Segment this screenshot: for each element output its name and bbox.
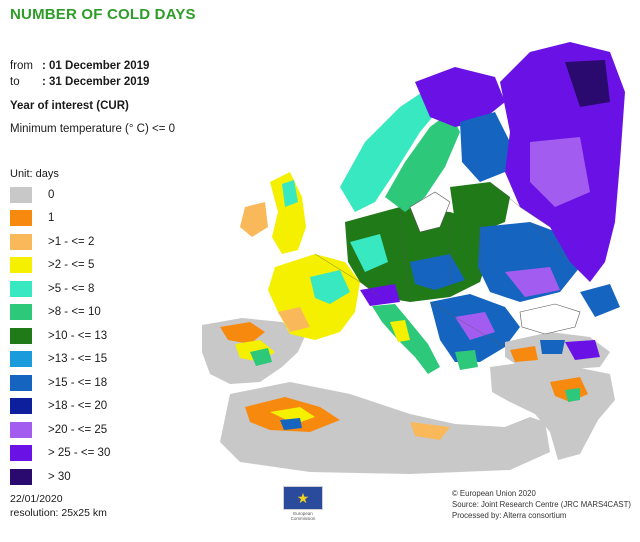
baltic-region — [450, 182, 510, 232]
legend-item: >5 - <= 8 — [10, 277, 110, 301]
legend-label: >20 - <= 25 — [48, 423, 108, 436]
legend-item: >15 - <= 18 — [10, 371, 110, 395]
legend-label: > 30 — [48, 470, 71, 483]
legend-swatch — [10, 421, 32, 438]
legend-swatch — [10, 351, 32, 368]
legend-label: >15 - <= 18 — [48, 376, 108, 389]
turkey-patch-blue — [540, 340, 565, 354]
balkans-patch-purple — [455, 312, 495, 340]
legend-label: >18 - <= 20 — [48, 400, 108, 413]
issue-date: 22/01/2020 — [10, 493, 63, 505]
legend-swatch — [10, 327, 32, 344]
legend-label: >13 - <= 15 — [48, 353, 108, 366]
britain-region — [270, 172, 306, 254]
period-block: from : 01 December 2019 to : 31 December… — [10, 58, 149, 90]
source-line: Source: Joint Research Centre (JRC MARS4… — [452, 500, 631, 509]
ireland-region — [240, 202, 268, 237]
legend-label: >2 - <= 5 — [48, 259, 95, 272]
britain-patch-cyan — [282, 180, 298, 207]
legend-unit: Unit: days — [10, 168, 59, 180]
eu-logo: ★ European Commission — [283, 486, 323, 521]
legend-label: >10 - <= 13 — [48, 329, 108, 342]
processed-by-line: Processed by: Alterra consortium — [452, 511, 567, 520]
russia-patch-violet — [530, 137, 590, 207]
atlas-patch-blue — [280, 418, 302, 430]
legend-item: >18 - <= 20 — [10, 395, 110, 419]
italy-patch-yellow — [390, 320, 410, 342]
turkey-patch-purple — [565, 340, 600, 360]
iberia-patch-green — [250, 348, 272, 366]
legend-item: >10 - <= 13 — [10, 324, 110, 348]
france-patch-cyan — [310, 270, 350, 304]
iberia-patch-orange — [220, 322, 265, 344]
legend-label: 1 — [48, 212, 55, 225]
legend-item: 0 — [10, 183, 110, 207]
copyright-line: © European Union 2020 — [452, 489, 536, 498]
turkey-patch-orange — [510, 346, 538, 362]
greece-patch-green — [455, 350, 478, 370]
year-of-interest: Year of interest (CUR) — [10, 100, 129, 112]
to-label: to — [10, 76, 20, 88]
country-borders — [314, 181, 571, 348]
legend-swatch — [10, 374, 32, 391]
legend-swatch — [10, 468, 32, 485]
lapland-region — [415, 67, 505, 127]
legend-item: 1 — [10, 207, 110, 231]
legend: 0 1 >1 - <= 2 >2 - <= 5 >5 - <= 8 >8 - <= 10 >… — [10, 183, 110, 489]
legend-item: >2 - <= 5 — [10, 254, 110, 278]
legend-label: >1 - <= 2 — [48, 235, 95, 248]
europe-map — [202, 42, 625, 474]
legend-item: >13 - <= 15 — [10, 348, 110, 372]
legend-swatch — [10, 257, 32, 274]
ukraine-patch-purple — [505, 267, 560, 297]
credits-block: © European Union 2020 Source: Joint Rese… — [452, 488, 631, 521]
alps-patch-purple — [360, 284, 400, 306]
legend-label: > 25 - <= 30 — [48, 447, 111, 460]
sweden-region — [385, 112, 460, 212]
min-temperature-note: Minimum temperature (° C) <= 0 — [10, 123, 176, 135]
levant-patch-green — [565, 388, 580, 402]
central-patch-cyan — [350, 234, 388, 272]
legend-swatch — [10, 233, 32, 250]
map-title: NUMBER OF COLD DAYS — [10, 6, 196, 23]
footer-date-block: 22/01/2020 resolution: 25x25 km — [10, 492, 107, 520]
central-patch-blue — [410, 254, 465, 290]
legend-swatch — [10, 186, 32, 203]
legend-swatch — [10, 398, 32, 415]
legend-label: 0 — [48, 188, 55, 201]
atlas-patch-yellow — [270, 407, 315, 424]
legend-item: >1 - <= 2 — [10, 230, 110, 254]
france-patch-orange — [278, 307, 310, 332]
eu-flag-icon: ★ — [283, 486, 323, 510]
legend-swatch — [10, 445, 32, 462]
eu-logo-caption: European Commission — [290, 511, 316, 521]
baltic-sea — [409, 191, 451, 233]
legend-swatch — [10, 304, 32, 321]
from-value: : 01 December 2019 — [42, 60, 150, 72]
black-sea — [519, 303, 581, 335]
legend-swatch — [10, 280, 32, 297]
finland-region — [460, 112, 510, 182]
legend-item: >20 - <= 25 — [10, 418, 110, 442]
legend-swatch — [10, 210, 32, 227]
caucasus-patch — [580, 284, 620, 317]
legend-item: > 25 - <= 30 — [10, 442, 110, 466]
from-label: from — [10, 60, 33, 72]
legend-item: >8 - <= 10 — [10, 301, 110, 325]
legend-label: >8 - <= 10 — [48, 306, 101, 319]
to-value: : 31 December 2019 — [42, 76, 150, 88]
resolution: resolution: 25x25 km — [10, 507, 107, 519]
legend-item: > 30 — [10, 465, 110, 489]
libya-patch-orange — [410, 422, 450, 440]
norway-region — [340, 87, 445, 212]
legend-label: >5 - <= 8 — [48, 282, 95, 295]
russia-patch-dark — [565, 60, 610, 107]
